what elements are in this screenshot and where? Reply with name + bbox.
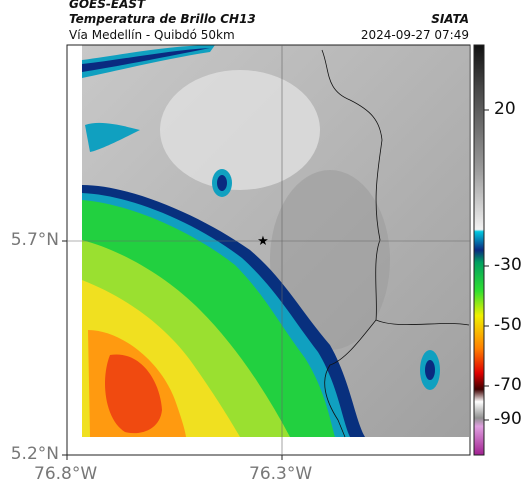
lon-label: 76.8°W (34, 464, 98, 484)
subtitle: Vía Medellín - Quibdó 50km (69, 28, 235, 42)
lat-label: 5.7°N (10, 230, 59, 250)
colorbar-label: -70 (494, 375, 522, 395)
map-image (82, 45, 470, 438)
colorbar-label: -30 (494, 255, 522, 275)
lon-label: 76.3°W (249, 464, 313, 484)
colorbar-ticks (484, 109, 489, 421)
colorbar (473, 44, 485, 456)
title: Temperatura de Brillo CH13 (69, 12, 256, 26)
agency: SIATA (431, 12, 469, 26)
colorbar-label: -50 (494, 315, 522, 335)
lat-label: 5.2°N (10, 444, 59, 464)
map-frame (66, 44, 471, 456)
location-marker: ★ (257, 234, 269, 249)
colorbar-label: -90 (494, 409, 522, 429)
source: GOES-EAST (69, 0, 146, 11)
colorbar-label: 20 (494, 99, 516, 119)
timestamp: 2024-09-27 07:49 (360, 28, 469, 42)
